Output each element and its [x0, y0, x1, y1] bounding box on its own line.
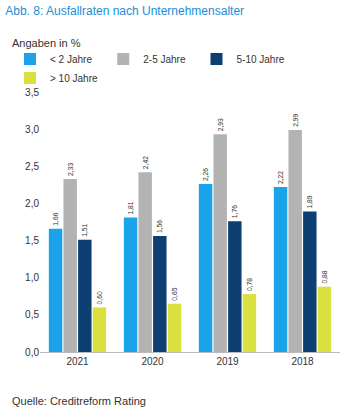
svg-text:0,88: 0,88: [321, 270, 328, 283]
svg-text:> 10 Jahre: > 10 Jahre: [50, 73, 98, 84]
svg-text:2,22: 2,22: [277, 171, 284, 184]
svg-text:1,56: 1,56: [156, 220, 163, 233]
svg-text:1,81: 1,81: [127, 201, 134, 214]
svg-text:Quelle: Creditreform Rating: Quelle: Creditreform Rating: [12, 395, 146, 407]
svg-text:2020: 2020: [141, 356, 164, 367]
svg-text:1,0: 1,0: [25, 272, 39, 283]
svg-text:0,60: 0,60: [96, 291, 103, 304]
svg-text:2,5: 2,5: [25, 161, 39, 172]
svg-text:2019: 2019: [216, 356, 239, 367]
svg-text:0,0: 0,0: [25, 347, 39, 358]
svg-text:2,42: 2,42: [142, 156, 149, 169]
svg-text:2021: 2021: [66, 356, 89, 367]
svg-text:1,76: 1,76: [231, 205, 238, 218]
svg-text:3,0: 3,0: [25, 124, 39, 135]
svg-text:< 2 Jahre: < 2 Jahre: [50, 54, 92, 65]
svg-text:1,66: 1,66: [52, 212, 59, 225]
svg-text:0,5: 0,5: [25, 309, 39, 320]
svg-text:0,65: 0,65: [171, 287, 178, 300]
svg-text:1,89: 1,89: [306, 195, 313, 208]
svg-text:2,26: 2,26: [202, 168, 209, 181]
svg-text:2-5 Jahre: 2-5 Jahre: [143, 54, 186, 65]
svg-text:Angaben in %: Angaben in %: [12, 37, 81, 49]
svg-text:1,51: 1,51: [81, 223, 88, 236]
svg-text:2,99: 2,99: [292, 113, 299, 126]
svg-text:5-10 Jahre: 5-10 Jahre: [236, 54, 284, 65]
svg-text:2,0: 2,0: [25, 198, 39, 209]
svg-text:3,5: 3,5: [25, 87, 39, 98]
svg-text:2,33: 2,33: [67, 163, 74, 176]
svg-text:0,78: 0,78: [246, 278, 253, 291]
svg-text:2018: 2018: [291, 356, 314, 367]
svg-text:2,93: 2,93: [217, 118, 224, 131]
svg-text:1,5: 1,5: [25, 235, 39, 246]
svg-text:Abb. 8: Ausfallraten nach Unte: Abb. 8: Ausfallraten nach Unternehmensal…: [5, 4, 244, 18]
